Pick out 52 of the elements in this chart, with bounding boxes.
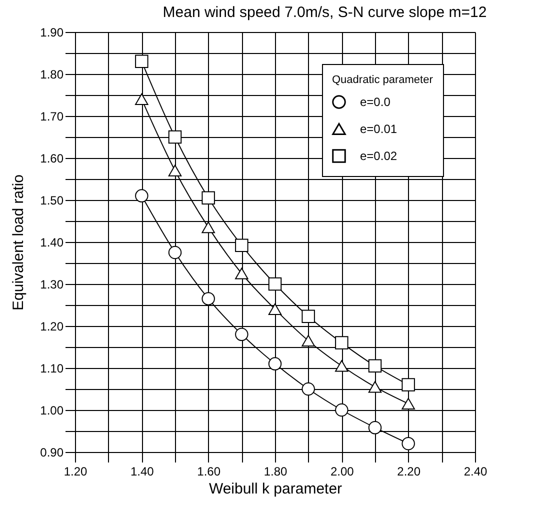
legend-label: e=0.0 bbox=[360, 95, 391, 109]
point bbox=[335, 360, 348, 372]
point bbox=[302, 334, 315, 347]
point bbox=[268, 357, 282, 370]
x-tick-label: 1.60 bbox=[197, 464, 221, 478]
point bbox=[368, 359, 382, 373]
chart-title: Mean wind speed 7.0m/s, S-N curve slope m=12 bbox=[162, 4, 487, 21]
point bbox=[302, 310, 315, 323]
point bbox=[335, 336, 348, 350]
point bbox=[402, 398, 415, 410]
x-tick-label: 2.00 bbox=[330, 464, 354, 478]
legend-label: e=0.02 bbox=[360, 149, 398, 163]
point bbox=[402, 378, 415, 392]
legend-title: Quadratic parameter bbox=[332, 74, 434, 86]
y-tick-label: 1.60 bbox=[40, 152, 64, 166]
point bbox=[368, 381, 382, 393]
point bbox=[235, 238, 248, 252]
point bbox=[268, 303, 282, 316]
point bbox=[168, 246, 182, 260]
point bbox=[202, 191, 215, 205]
point bbox=[335, 403, 348, 417]
point bbox=[302, 382, 315, 396]
point bbox=[135, 54, 148, 68]
y-tick-label: 1.10 bbox=[40, 362, 64, 376]
y-tick-label: 1.80 bbox=[40, 68, 64, 82]
point bbox=[135, 189, 148, 202]
y-axis-title: Equivalent load ratio bbox=[10, 174, 28, 310]
y-tick-label: 1.50 bbox=[40, 194, 64, 208]
y-tick-label: 1.20 bbox=[40, 320, 64, 334]
y-tick-label: 1.00 bbox=[40, 404, 64, 418]
x-tick-label: 2.20 bbox=[397, 464, 421, 478]
y-tick-label: 1.30 bbox=[40, 278, 64, 292]
point bbox=[235, 328, 248, 342]
x-tick-label: 2.40 bbox=[464, 464, 488, 478]
point bbox=[168, 130, 182, 144]
point bbox=[368, 421, 382, 434]
point bbox=[202, 221, 215, 234]
x-tick-label: 1.40 bbox=[130, 464, 154, 478]
point bbox=[268, 277, 282, 291]
y-tick-label: 1.90 bbox=[40, 26, 64, 40]
y-tick-label: 1.70 bbox=[40, 110, 64, 124]
point bbox=[135, 93, 148, 106]
point bbox=[235, 268, 248, 280]
x-axis-title: Weibull k parameter bbox=[208, 480, 342, 498]
legend-label: e=0.01 bbox=[360, 122, 398, 136]
y-tick-label: 0.90 bbox=[40, 446, 64, 460]
x-tick-label: 1.20 bbox=[64, 464, 88, 478]
y-tick-label: 1.40 bbox=[40, 236, 64, 250]
x-tick-label: 1.80 bbox=[264, 464, 288, 478]
point bbox=[168, 164, 182, 176]
point bbox=[202, 292, 215, 306]
point bbox=[402, 436, 415, 450]
